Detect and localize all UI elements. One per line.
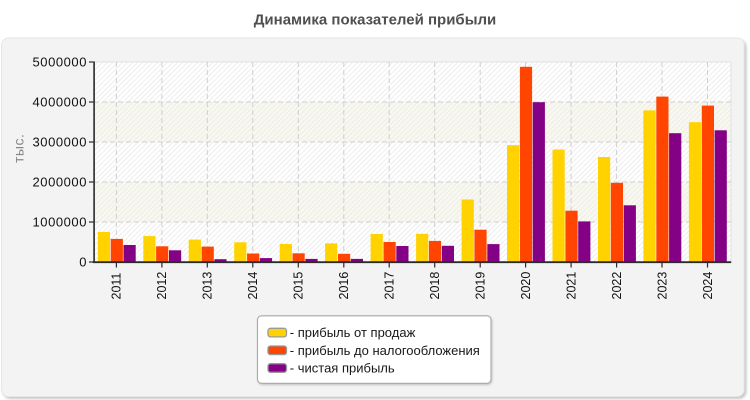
svg-text:2019: 2019 (474, 272, 488, 300)
svg-text:4000000: 4000000 (33, 94, 87, 109)
svg-text:тыс.: тыс. (11, 134, 27, 163)
svg-text:3000000: 3000000 (33, 134, 87, 149)
svg-text:0: 0 (79, 254, 87, 269)
svg-text:2017: 2017 (383, 272, 397, 300)
svg-text:2012: 2012 (155, 272, 169, 300)
svg-text:2014: 2014 (246, 272, 260, 300)
svg-text:2020: 2020 (519, 272, 533, 300)
svg-text:2018: 2018 (428, 272, 442, 300)
svg-text:1000000: 1000000 (33, 214, 87, 229)
svg-text:2015: 2015 (292, 272, 306, 300)
svg-text:2024: 2024 (701, 272, 715, 300)
svg-text:2000000: 2000000 (33, 174, 87, 189)
svg-text:2011: 2011 (110, 273, 124, 300)
svg-text:- прибыль до налогообложения: - прибыль до налогообложения (290, 343, 480, 358)
svg-text:2013: 2013 (201, 272, 215, 300)
svg-text:5000000: 5000000 (33, 54, 87, 69)
svg-text:Динамика показателей прибыли: Динамика показателей прибыли (254, 12, 497, 29)
svg-text:- чистая прибыль: - чистая прибыль (290, 361, 395, 376)
svg-text:2021: 2021 (564, 272, 578, 300)
svg-text:2022: 2022 (610, 272, 624, 300)
svg-text:2016: 2016 (337, 272, 351, 300)
svg-text:- прибыль от продаж: - прибыль от продаж (290, 325, 416, 340)
svg-text:2023: 2023 (655, 272, 669, 300)
